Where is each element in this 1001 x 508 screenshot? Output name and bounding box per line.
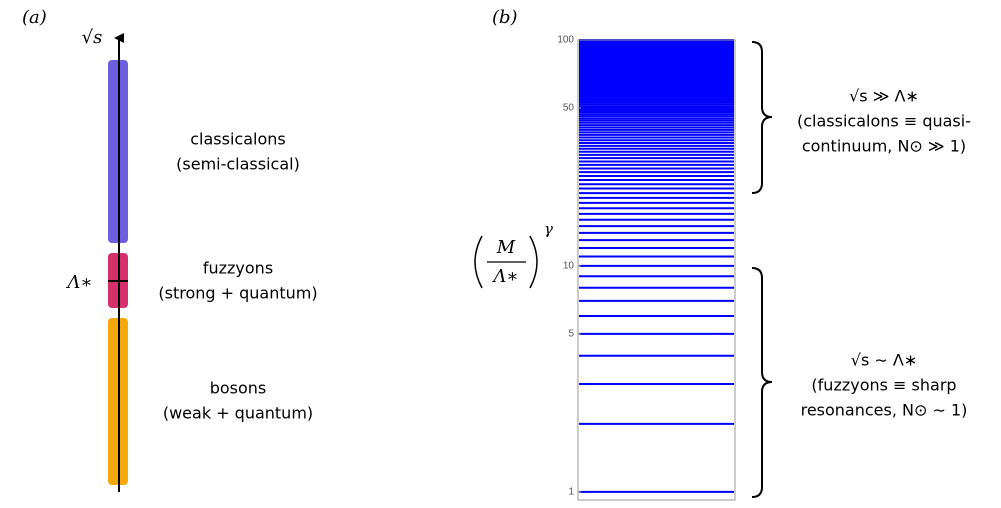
annotation: (fuzzyons ≡ sharp [811,376,956,395]
y-tick-label: 50 [563,103,575,114]
y-axis-label: M Λ∗ γ [474,220,553,289]
y-label-denominator: Λ∗ [491,266,518,287]
region-name: classicalons [190,130,285,149]
brace [751,267,773,498]
plot [579,39,734,493]
brace [751,41,773,194]
y-tick-label: 5 [568,329,574,340]
annotation: (classicalons ≡ quasi- [797,112,971,131]
axis-label: √s [82,27,103,48]
annotation: √s ≫ Λ∗ [849,87,919,106]
region-name: bosons [210,379,267,398]
y-label-exponent: γ [544,220,553,238]
region-name: fuzzyons [203,259,273,278]
plot-frame [577,39,736,501]
y-tick-label: 1 [568,486,574,497]
panel-label: (a) [22,7,47,28]
y-tick-label: 100 [557,35,574,46]
region-desc: (weak + quantum) [163,404,313,423]
y-label-numerator: M [496,237,516,258]
annotation: √s ∼ Λ∗ [851,351,917,370]
scale-label: Λ∗ [65,272,92,293]
region-desc: (semi-classical) [176,155,300,174]
annotation: continuum, N⊙ ≫ 1) [802,137,966,156]
region-desc: (strong + quantum) [158,284,317,303]
y-tick-label: 10 [563,261,575,272]
panel-label: (b) [492,7,518,28]
annotation: resonances, N⊙ ∼ 1) [801,401,968,420]
